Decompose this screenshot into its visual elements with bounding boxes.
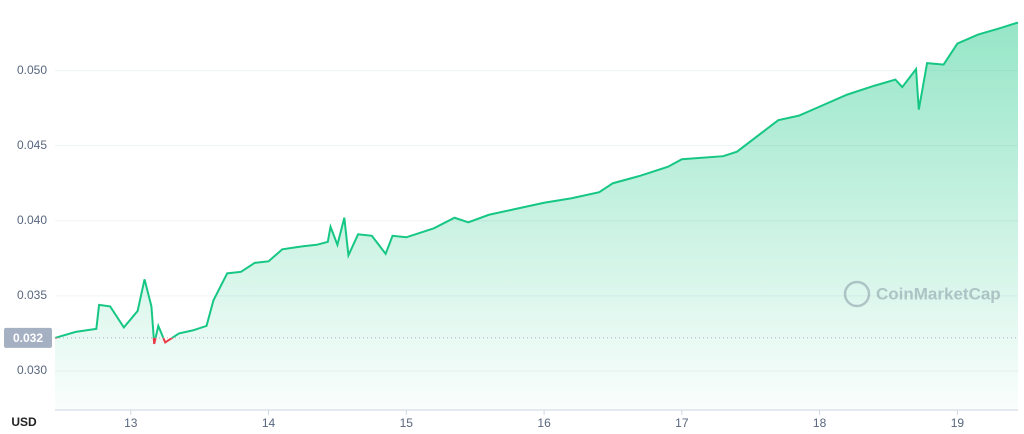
- x-tick-label: 15: [400, 416, 414, 430]
- x-tick-label: 18: [813, 416, 827, 430]
- reference-label: 0.032: [13, 331, 43, 345]
- y-tick-label: 0.035: [17, 288, 47, 302]
- y-axis-label: USD: [11, 415, 37, 429]
- price-area: [55, 22, 1018, 411]
- y-tick-label: 0.050: [17, 63, 47, 77]
- x-tick-label: 14: [262, 416, 276, 430]
- x-tick-label: 19: [951, 416, 965, 430]
- watermark-logo: [843, 280, 871, 308]
- price-line: [54, 21, 1019, 338]
- y-tick-label: 0.030: [17, 363, 47, 377]
- x-tick-label: 16: [537, 416, 551, 430]
- watermark-text: CoinMarketCap: [876, 284, 1001, 303]
- watermark: CoinMarketCap: [843, 280, 1001, 308]
- x-tick-label: 17: [675, 416, 689, 430]
- y-tick-label: 0.045: [17, 138, 47, 152]
- reference-badge: [4, 327, 52, 348]
- x-tick-label: 13: [124, 416, 138, 430]
- y-tick-label: 0.040: [17, 213, 47, 227]
